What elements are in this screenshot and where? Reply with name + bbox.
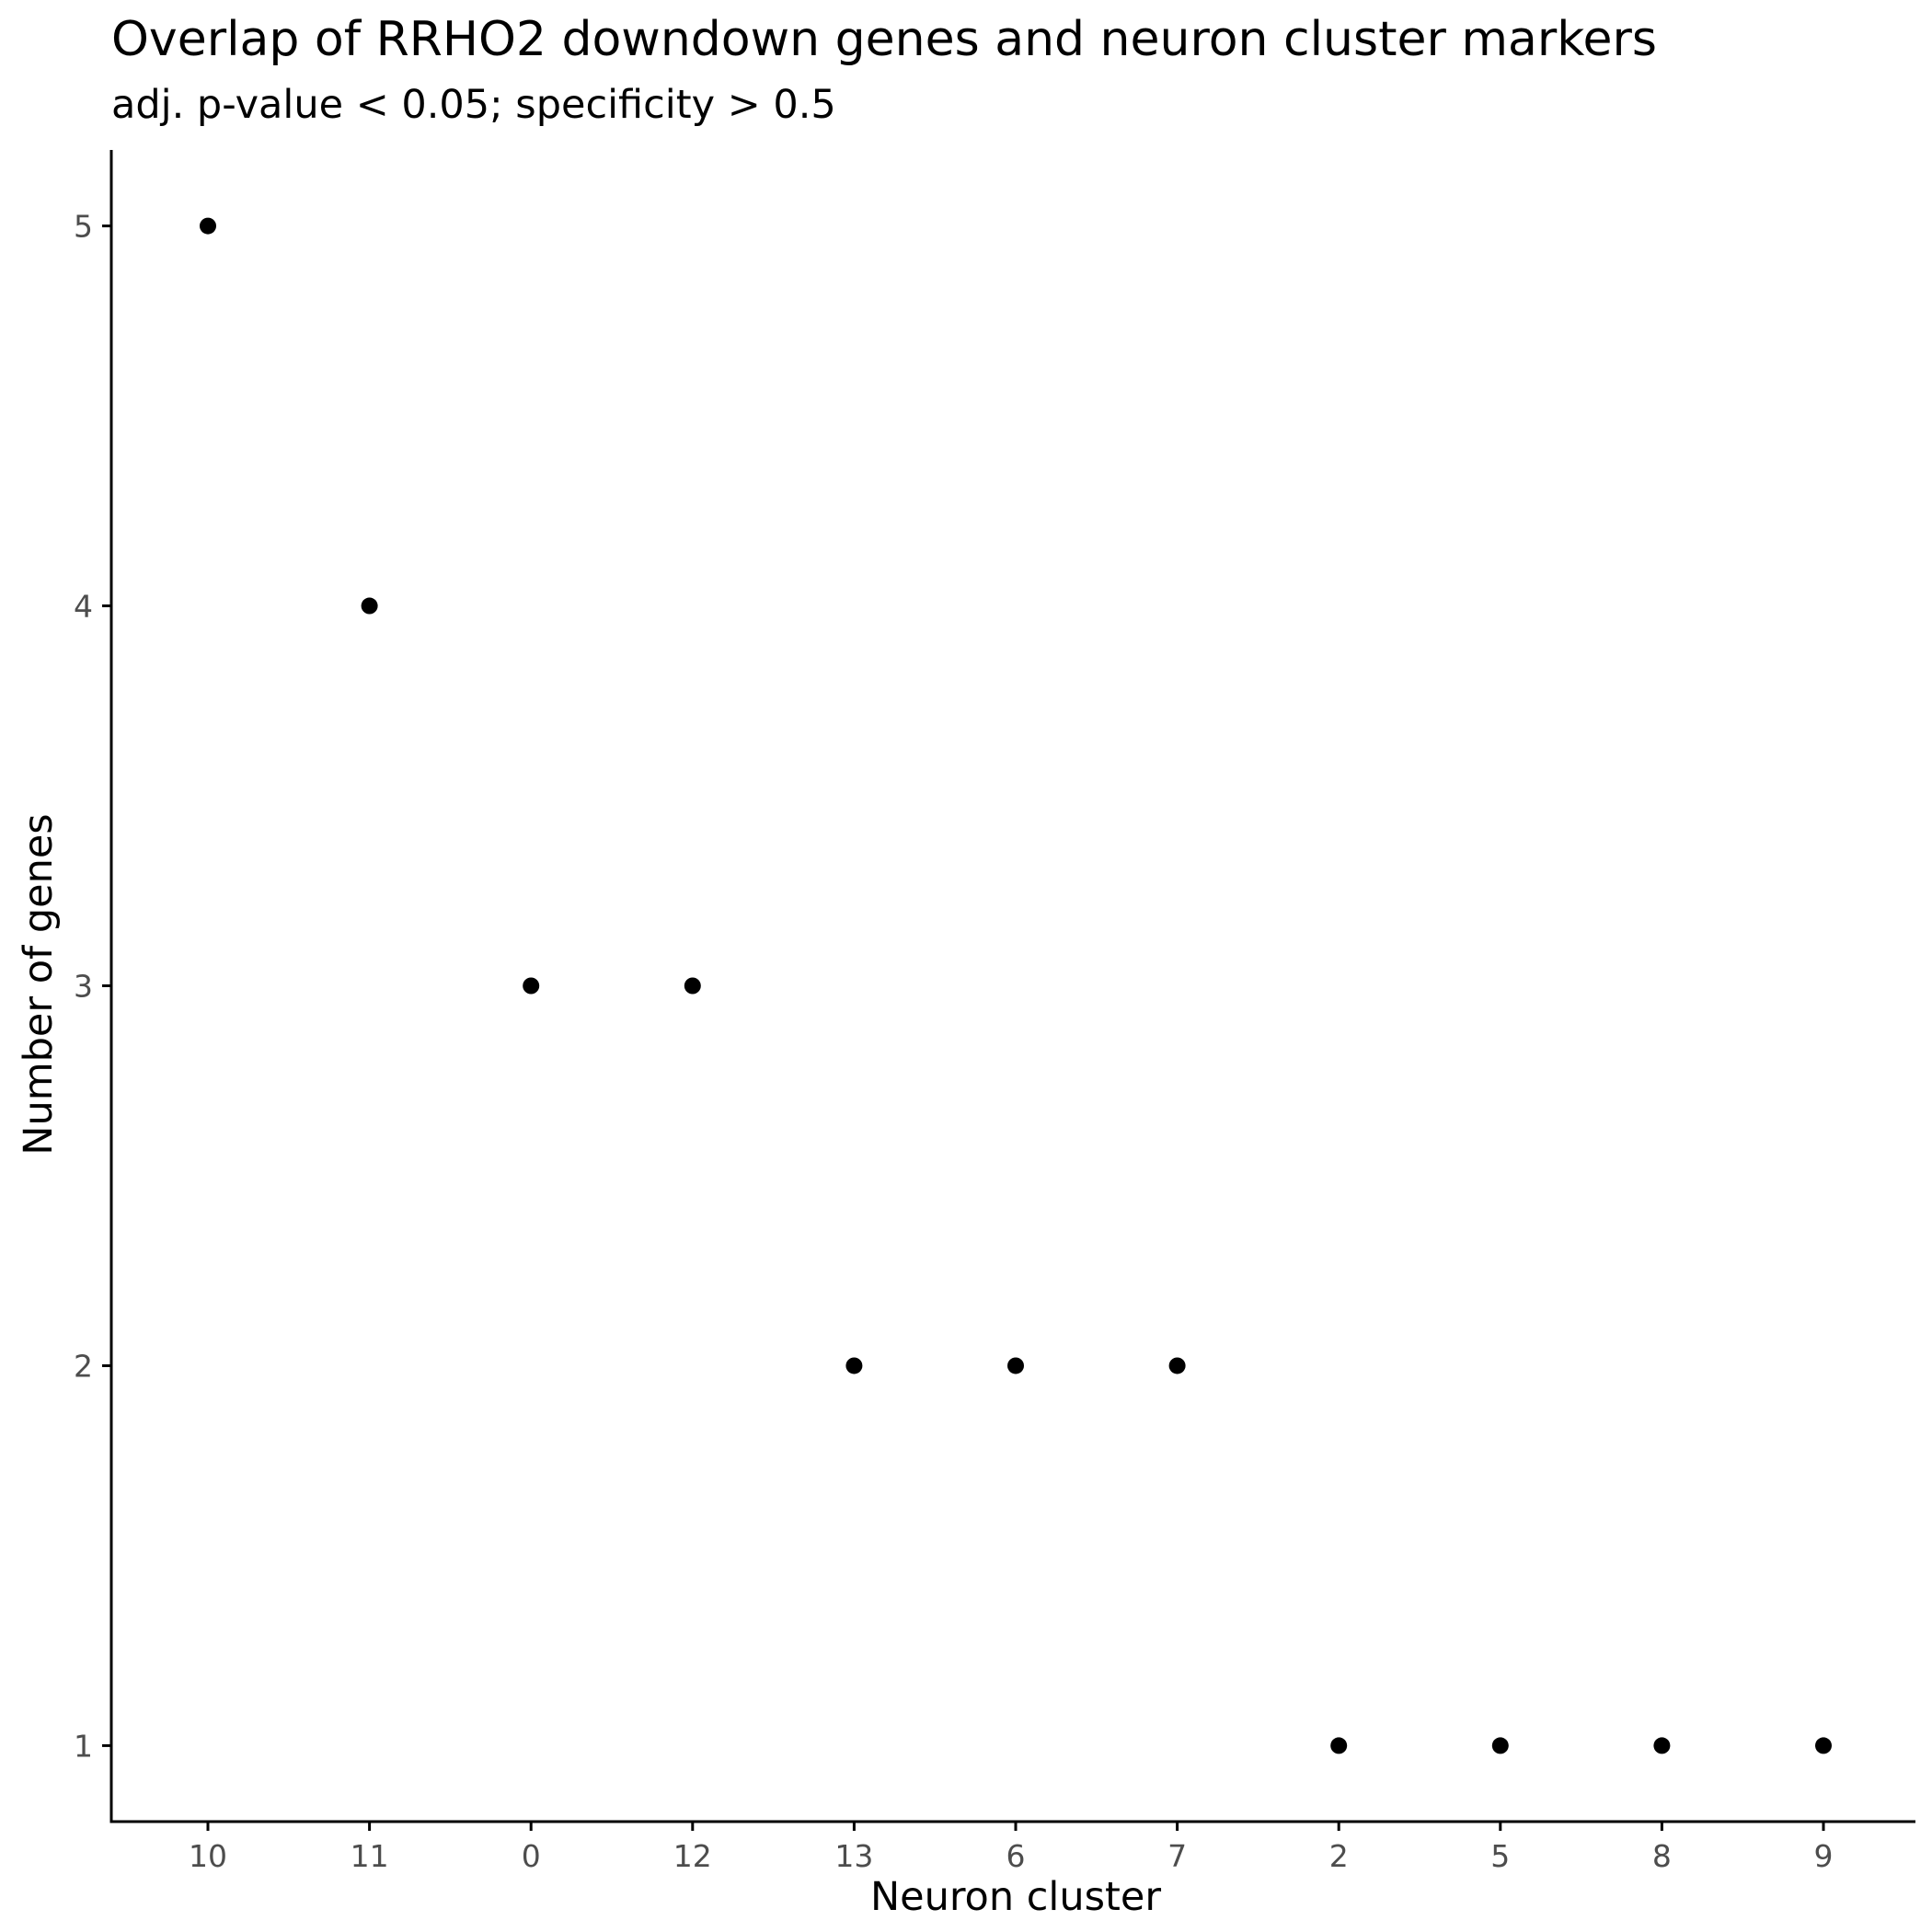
chart-subtitle: adj. p-value < 0.05; specificity > 0.5 bbox=[111, 82, 836, 128]
data-point bbox=[1815, 1737, 1832, 1754]
y-tick-label: 4 bbox=[74, 589, 93, 625]
x-tick-label: 0 bbox=[522, 1838, 541, 1874]
data-point bbox=[361, 597, 378, 615]
data-point bbox=[523, 977, 540, 995]
y-tick-label: 1 bbox=[74, 1728, 93, 1764]
y-tick-label: 5 bbox=[74, 209, 93, 245]
x-tick-label: 9 bbox=[1814, 1838, 1834, 1874]
y-axis-title: Number of genes bbox=[16, 813, 62, 1155]
x-tick-label: 6 bbox=[1006, 1838, 1026, 1874]
chart-title: Overlap of RRHO2 downdown genes and neur… bbox=[111, 12, 1657, 67]
y-axis: 1 2 3 4 5 bbox=[74, 150, 113, 1823]
x-axis: 10 11 0 12 13 6 7 2 5 8 9 bbox=[109, 1820, 1915, 1874]
x-axis-title: Neuron cluster bbox=[870, 1874, 1161, 1920]
x-tick-label: 10 bbox=[189, 1838, 227, 1874]
data-points bbox=[200, 217, 1832, 1754]
data-point bbox=[1653, 1737, 1671, 1754]
data-point bbox=[1168, 1357, 1186, 1374]
x-tick-label: 7 bbox=[1167, 1838, 1187, 1874]
y-tick-label: 3 bbox=[74, 969, 93, 1005]
data-point bbox=[1491, 1737, 1509, 1754]
data-point bbox=[684, 977, 701, 995]
data-point bbox=[1007, 1357, 1024, 1374]
data-point bbox=[845, 1357, 863, 1374]
y-tick-label: 2 bbox=[74, 1348, 93, 1384]
x-tick-label: 12 bbox=[673, 1838, 712, 1874]
data-point bbox=[1330, 1737, 1348, 1754]
x-tick-label: 8 bbox=[1652, 1838, 1672, 1874]
x-tick-label: 11 bbox=[351, 1838, 389, 1874]
x-tick-label: 13 bbox=[834, 1838, 873, 1874]
x-tick-label: 5 bbox=[1490, 1838, 1510, 1874]
x-tick-label: 2 bbox=[1329, 1838, 1349, 1874]
data-point bbox=[200, 217, 216, 235]
